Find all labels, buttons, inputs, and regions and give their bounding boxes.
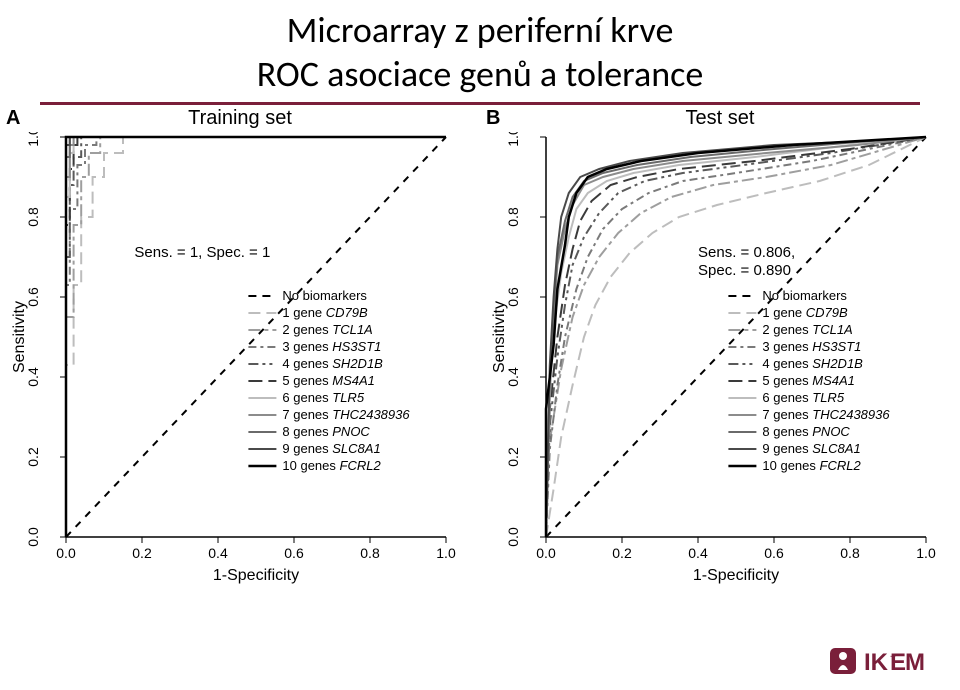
svg-text:9 genes SLC8A1: 9 genes SLC8A1: [762, 441, 860, 456]
svg-text:2 genes TCL1A: 2 genes TCL1A: [762, 322, 852, 337]
svg-text:0.6: 0.6: [284, 545, 304, 561]
svg-text:6 genes TLR5: 6 genes TLR5: [282, 390, 364, 405]
svg-text:1.0: 1.0: [25, 132, 41, 147]
svg-text:Sens. = 0.806,: Sens. = 0.806,: [698, 244, 795, 261]
svg-text:3 genes HS3ST1: 3 genes HS3ST1: [762, 339, 861, 354]
svg-text:1.0: 1.0: [916, 545, 936, 561]
svg-text:0.4: 0.4: [688, 545, 708, 561]
page-title-1: Microarray z periferní krve: [0, 8, 960, 52]
svg-text:0.6: 0.6: [764, 545, 784, 561]
panel-b: B Test set 0.00.00.20.20.40.40.60.60.80.…: [486, 107, 954, 602]
svg-text:10 genes FCRL2: 10 genes FCRL2: [282, 458, 381, 473]
svg-text:No biomarkers: No biomarkers: [282, 288, 367, 303]
svg-text:No biomarkers: No biomarkers: [762, 288, 847, 303]
svg-text:1.0: 1.0: [505, 132, 521, 147]
svg-text:0.0: 0.0: [56, 545, 76, 561]
svg-text:Sensitivity: Sensitivity: [491, 301, 508, 373]
svg-text:8 genes PNOC: 8 genes PNOC: [282, 424, 370, 439]
chart-a-svg: 0.00.00.20.20.40.40.60.60.80.81.01.01-Sp…: [6, 132, 474, 602]
svg-text:IK: IK: [864, 649, 889, 676]
svg-text:Sensitivity: Sensitivity: [11, 301, 28, 373]
svg-text:0.2: 0.2: [132, 545, 152, 561]
svg-text:0.2: 0.2: [612, 545, 632, 561]
svg-text:3 genes HS3ST1: 3 genes HS3ST1: [282, 339, 381, 354]
svg-text:1 gene CD79B: 1 gene CD79B: [282, 305, 368, 320]
charts-row: A Training set 0.0 0.0 0.2 0.2 0.4 0.4 0.6 0.6 0…: [0, 105, 960, 602]
svg-text:0.8: 0.8: [840, 545, 860, 561]
panel-a: A Training set 0.00.00.20.20.40.40.60.60…: [6, 107, 474, 602]
svg-text:0.2: 0.2: [25, 447, 41, 467]
svg-text:1 gene CD79B: 1 gene CD79B: [762, 305, 848, 320]
svg-text:5 genes MS4A1: 5 genes MS4A1: [762, 373, 855, 388]
svg-text:5 genes MS4A1: 5 genes MS4A1: [282, 373, 375, 388]
svg-text:Spec. = 0.890: Spec. = 0.890: [698, 262, 791, 279]
panel-a-title: Training set: [6, 107, 474, 130]
svg-text:0.0: 0.0: [536, 545, 556, 561]
svg-text:0.0: 0.0: [25, 527, 41, 547]
page-title-2: ROC asociace genů a tolerance: [0, 52, 960, 96]
panel-b-title: Test set: [486, 107, 954, 130]
svg-text:1-Specificity: 1-Specificity: [213, 567, 299, 584]
svg-text:0.0: 0.0: [505, 527, 521, 547]
svg-text:0.8: 0.8: [360, 545, 380, 561]
svg-text:+: +: [890, 652, 896, 663]
svg-text:8 genes PNOC: 8 genes PNOC: [762, 424, 850, 439]
svg-text:1.0: 1.0: [436, 545, 456, 561]
svg-text:Sens. = 1, Spec. = 1: Sens. = 1, Spec. = 1: [134, 244, 270, 261]
logo: IK E + M: [830, 642, 940, 682]
panel-b-label: B: [486, 107, 500, 130]
svg-text:1-Specificity: 1-Specificity: [693, 567, 779, 584]
svg-text:9 genes SLC8A1: 9 genes SLC8A1: [282, 441, 380, 456]
panel-a-label: A: [6, 107, 20, 130]
svg-text:4 genes SH2D1B: 4 genes SH2D1B: [282, 356, 383, 371]
svg-text:0.2: 0.2: [505, 447, 521, 467]
svg-text:7 genes THC2438936: 7 genes THC2438936: [762, 407, 890, 422]
svg-text:2 genes TCL1A: 2 genes TCL1A: [282, 322, 372, 337]
svg-text:7 genes THC2438936: 7 genes THC2438936: [282, 407, 410, 422]
svg-text:0.8: 0.8: [25, 207, 41, 227]
svg-text:M: M: [905, 649, 925, 676]
svg-text:10 genes FCRL2: 10 genes FCRL2: [762, 458, 861, 473]
svg-text:0.8: 0.8: [505, 207, 521, 227]
svg-text:6 genes TLR5: 6 genes TLR5: [762, 390, 844, 405]
chart-b-svg: 0.00.00.20.20.40.40.60.60.80.81.01.01-Sp…: [486, 132, 954, 602]
svg-text:0.4: 0.4: [208, 545, 228, 561]
svg-text:4 genes SH2D1B: 4 genes SH2D1B: [762, 356, 863, 371]
